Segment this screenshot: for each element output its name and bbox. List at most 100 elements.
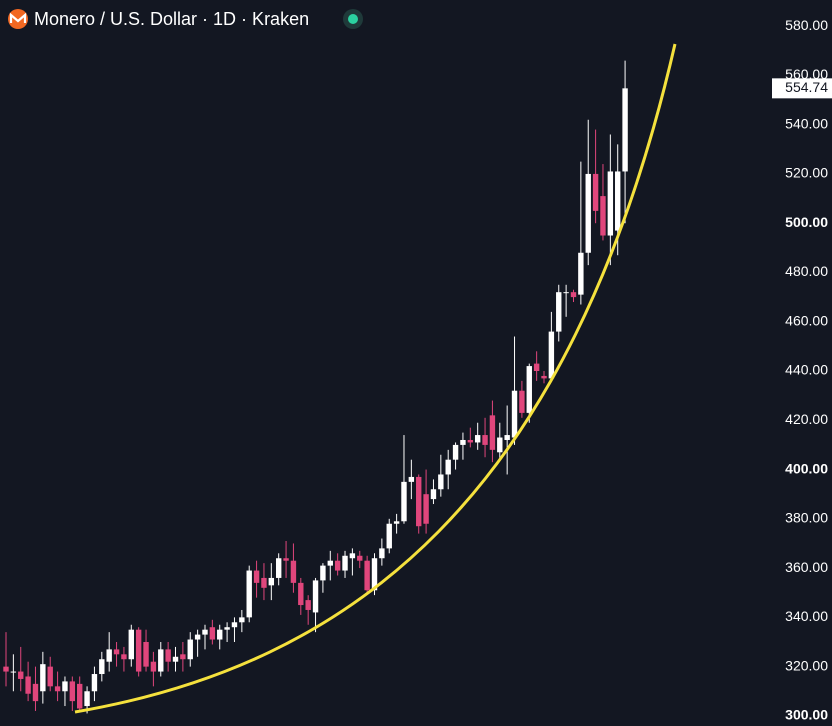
candle-body <box>585 173 591 253</box>
trend-curve <box>74 43 677 714</box>
candle-body <box>275 558 282 578</box>
candle-body <box>99 659 105 675</box>
candle-body <box>217 629 223 640</box>
y-tick-label: 540.00 <box>785 115 828 131</box>
candle-body <box>106 649 112 662</box>
candle-body <box>364 560 370 591</box>
candle-body <box>305 600 311 610</box>
candle-body <box>416 476 422 527</box>
candle-body <box>320 565 326 581</box>
y-tick-label: 480.00 <box>785 263 828 279</box>
y-tick-label: 520.00 <box>785 165 828 181</box>
candle-body <box>430 489 437 500</box>
candle-body <box>91 674 98 692</box>
candle-body <box>556 292 562 332</box>
candle-body <box>438 474 444 490</box>
candle-body <box>563 292 569 294</box>
candle-body <box>128 629 134 660</box>
candle-body <box>393 521 400 524</box>
candles <box>3 60 628 714</box>
candle-body <box>3 666 9 672</box>
candle-body <box>452 444 459 460</box>
candle-body <box>408 476 415 482</box>
candle-body <box>40 664 46 692</box>
candle-body <box>386 523 392 549</box>
candle-body <box>261 577 267 588</box>
candle-body <box>239 617 245 623</box>
candle-body <box>526 366 532 413</box>
y-tick-label: 300.00 <box>785 707 828 723</box>
candle-body <box>467 439 474 443</box>
candle-body <box>298 582 304 606</box>
candle-body <box>401 481 407 522</box>
candle-body <box>474 435 481 443</box>
candle-body <box>209 627 216 640</box>
y-tick-label: 460.00 <box>785 312 828 328</box>
y-tick-label: 340.00 <box>785 608 828 624</box>
candle-body <box>84 691 90 707</box>
y-tick-label: 560.00 <box>785 66 828 82</box>
candle-body <box>327 560 333 566</box>
candle-body <box>578 252 584 295</box>
y-tick-label: 500.00 <box>785 214 828 230</box>
candle-body <box>482 435 488 445</box>
candle-body <box>158 649 164 672</box>
candle-body <box>460 439 466 445</box>
candle-body <box>165 649 171 662</box>
candle-body <box>62 681 68 692</box>
chart-title: Monero / U.S. Dollar · 1D · Kraken <box>34 9 309 29</box>
price-tag-label: 554.74 <box>785 79 828 95</box>
candle-body <box>54 686 61 692</box>
candle-body <box>600 196 606 236</box>
candle-body <box>342 555 348 571</box>
candle-body <box>519 390 525 413</box>
candle-body <box>349 553 356 559</box>
candle-body <box>172 656 179 662</box>
candle-body <box>32 683 39 702</box>
candle-body <box>143 641 149 667</box>
candle-body <box>253 570 260 583</box>
candle-body <box>607 171 614 236</box>
candle-body <box>194 634 201 640</box>
candle-body <box>187 639 193 660</box>
candle-body <box>511 390 518 438</box>
candle-body <box>423 494 429 524</box>
candle-body <box>121 654 127 660</box>
candle-body <box>371 558 378 591</box>
candle-body <box>357 555 363 561</box>
logo-mark <box>9 12 27 23</box>
candle-body <box>224 627 230 630</box>
candle-body <box>312 580 319 613</box>
candle-body <box>497 437 503 453</box>
candle-body <box>504 435 510 440</box>
candle-body <box>533 363 540 372</box>
status-dot <box>348 14 358 24</box>
candle-body <box>548 331 555 379</box>
candle-body <box>570 292 577 298</box>
candle-body <box>77 683 83 709</box>
candle-body <box>113 649 120 655</box>
candle-body <box>202 629 208 635</box>
candle-body <box>25 676 31 694</box>
candle-body <box>231 622 238 628</box>
candle-body <box>150 661 157 672</box>
candle-body <box>135 629 142 672</box>
candle-body <box>47 666 53 687</box>
price-tag <box>772 78 832 99</box>
candle-body <box>10 671 17 673</box>
y-tick-label: 320.00 <box>785 657 828 673</box>
candle-body <box>246 570 252 618</box>
candle-body <box>290 560 297 583</box>
candle-body <box>615 171 621 231</box>
candle-body <box>334 560 341 571</box>
y-tick-label: 420.00 <box>785 411 828 427</box>
candle-body <box>268 577 275 586</box>
candle-body <box>489 415 496 450</box>
candle-body <box>283 558 289 561</box>
y-tick-label: 440.00 <box>785 362 828 378</box>
y-tick-label: 360.00 <box>785 559 828 575</box>
candle-body <box>379 548 385 559</box>
